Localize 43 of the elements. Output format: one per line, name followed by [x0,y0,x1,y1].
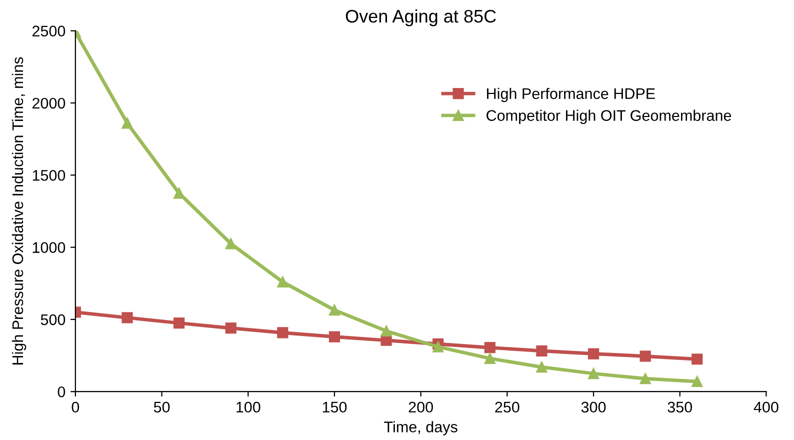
point [484,352,496,364]
point [173,317,185,329]
point [536,345,548,356]
y-axis-title: High Pressure Oxidative Induction Time, mins [12,57,26,364]
x-axis-title: Time, days [384,421,458,436]
point [277,276,288,288]
x-tick-label: 200 [408,402,433,413]
point [225,238,236,250]
x-tick-label: 350 [668,402,692,413]
x-tick-label: 150 [322,402,347,413]
point [536,362,548,373]
point [173,188,185,199]
chart-title: Oven Aging at 85C [346,9,496,26]
point [484,342,496,354]
point [328,331,340,342]
point [380,325,392,337]
point [640,373,651,384]
point [432,341,444,352]
point [225,322,236,334]
y-tick-label: 2000 [32,98,66,109]
point [122,312,133,324]
y-tick-label: 0 [58,386,66,398]
point [122,118,133,129]
x-tick-label: 50 [154,402,170,413]
y-tick-label: 2500 [32,26,66,36]
y-tick-label: 1500 [32,170,66,181]
legend-label: High Performance HDPE [487,88,655,102]
x-tick-label: 300 [581,402,606,413]
y-tick-label: 500 [40,314,66,326]
x-tick-label: 400 [754,402,778,413]
x-tick-label: 250 [495,402,520,413]
y-tick-label: 1000 [32,242,66,253]
point [277,327,288,338]
point [692,376,703,388]
x-tick-label: 0 [72,402,80,413]
point [588,368,600,380]
point [588,348,600,360]
point [692,354,703,365]
point [640,350,651,362]
point [380,334,392,346]
legend-label: Competitor High OIT Geomembrane [486,110,732,124]
x-tick-label: 100 [236,402,260,413]
point [328,304,340,316]
